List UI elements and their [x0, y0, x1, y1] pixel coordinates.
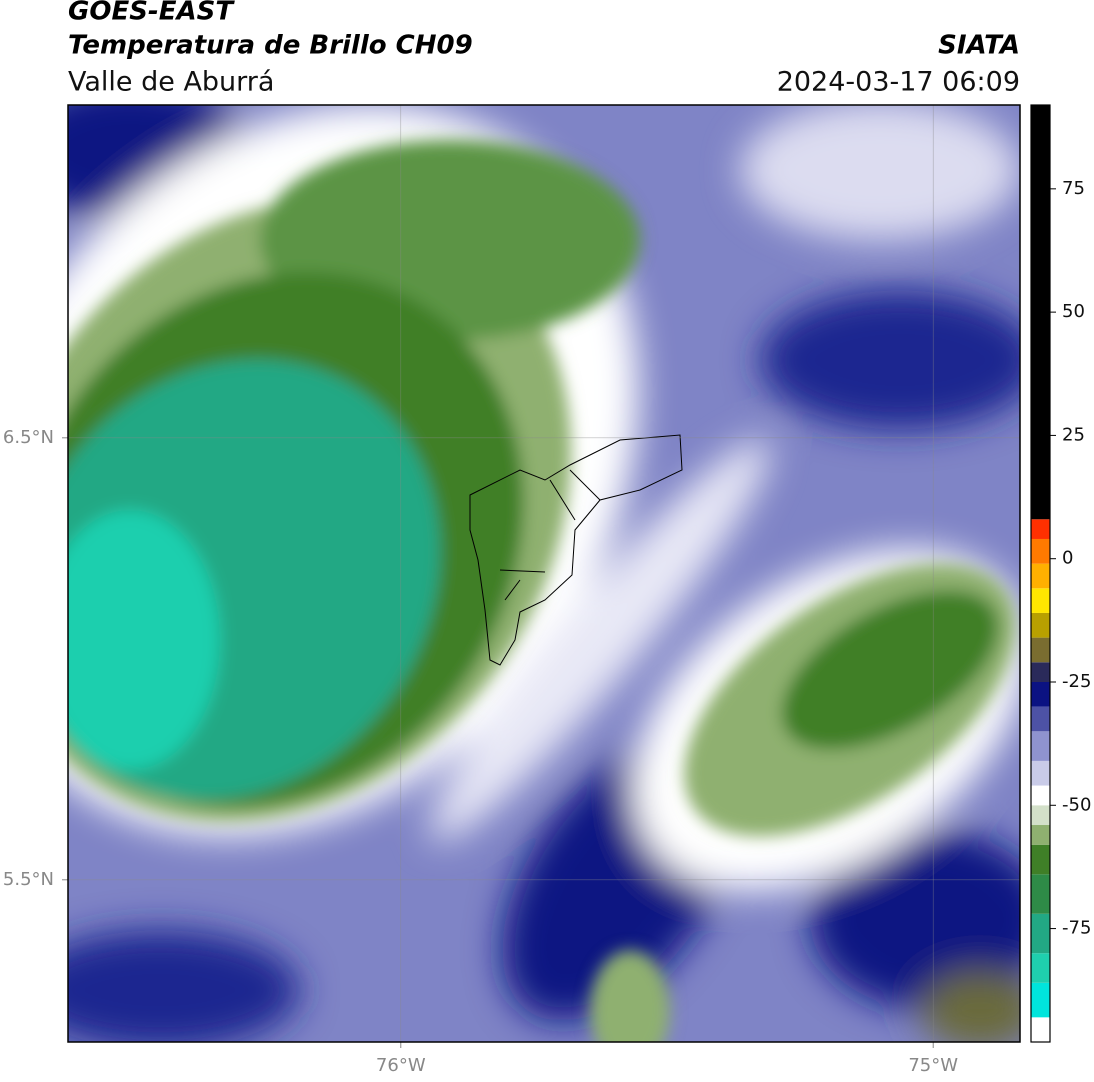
colorbar-segment	[1031, 637, 1050, 663]
source: SIATA	[938, 31, 1020, 61]
map-frame	[67, 104, 1021, 1043]
colorbar-segment	[1031, 706, 1050, 732]
colorbar-tick-label: -25	[1062, 671, 1091, 692]
colorbar-segment	[1031, 1017, 1050, 1042]
y-tick-label: 5.5°N	[3, 869, 54, 890]
colorbar-segment	[1031, 105, 1050, 520]
x-tick-label: 76°W	[376, 1055, 426, 1076]
graticule: 76°W 75°W 6.5°N 5.5°N	[3, 105, 1020, 1076]
colorbar-segment	[1031, 874, 1050, 914]
x-tick-label: 75°W	[908, 1055, 958, 1076]
title: GOES-EAST	[68, 0, 235, 27]
colorbar-segment	[1031, 953, 1050, 983]
colorbar-segment	[1031, 612, 1050, 638]
colorbar-tick-label: -75	[1062, 918, 1091, 939]
colorbar-segment	[1031, 731, 1050, 761]
colorbar-segment	[1031, 563, 1050, 589]
colorbar-segment	[1031, 588, 1050, 613]
colorbar-segment	[1031, 913, 1050, 954]
colorbar-frame	[1030, 104, 1051, 1043]
colorbar-segment	[1031, 785, 1050, 806]
colorbar-segment	[1031, 760, 1050, 786]
colorbar-segment	[1031, 844, 1050, 875]
municipal-boundaries	[469, 434, 683, 666]
colorbar-tick-label: 0	[1062, 548, 1073, 569]
colorbar-segment	[1031, 982, 1050, 1018]
datetime: 2024-03-17 06:09	[777, 67, 1020, 98]
region: Valle de Aburrá	[68, 67, 274, 98]
colorbar-segment	[1031, 538, 1050, 564]
colorbar-segment	[1031, 662, 1050, 682]
colorbar-tick-label: 50	[1062, 301, 1085, 322]
colorbar-segment	[1031, 681, 1050, 707]
y-tick-label: 6.5°N	[3, 427, 54, 448]
colorbar-segment	[1031, 805, 1050, 826]
subtitle: Temperatura de Brillo CH09	[68, 31, 473, 61]
colorbar-segment	[1031, 825, 1050, 845]
colorbar-tick-label: 25	[1062, 424, 1085, 445]
colorbar-segment	[1031, 519, 1050, 539]
colorbar-tick-label: 75	[1062, 178, 1085, 199]
colorbar: 75 50 25 0 -25 -50 -75	[1031, 105, 1091, 1042]
colorbar-tick-label: -50	[1062, 794, 1091, 815]
